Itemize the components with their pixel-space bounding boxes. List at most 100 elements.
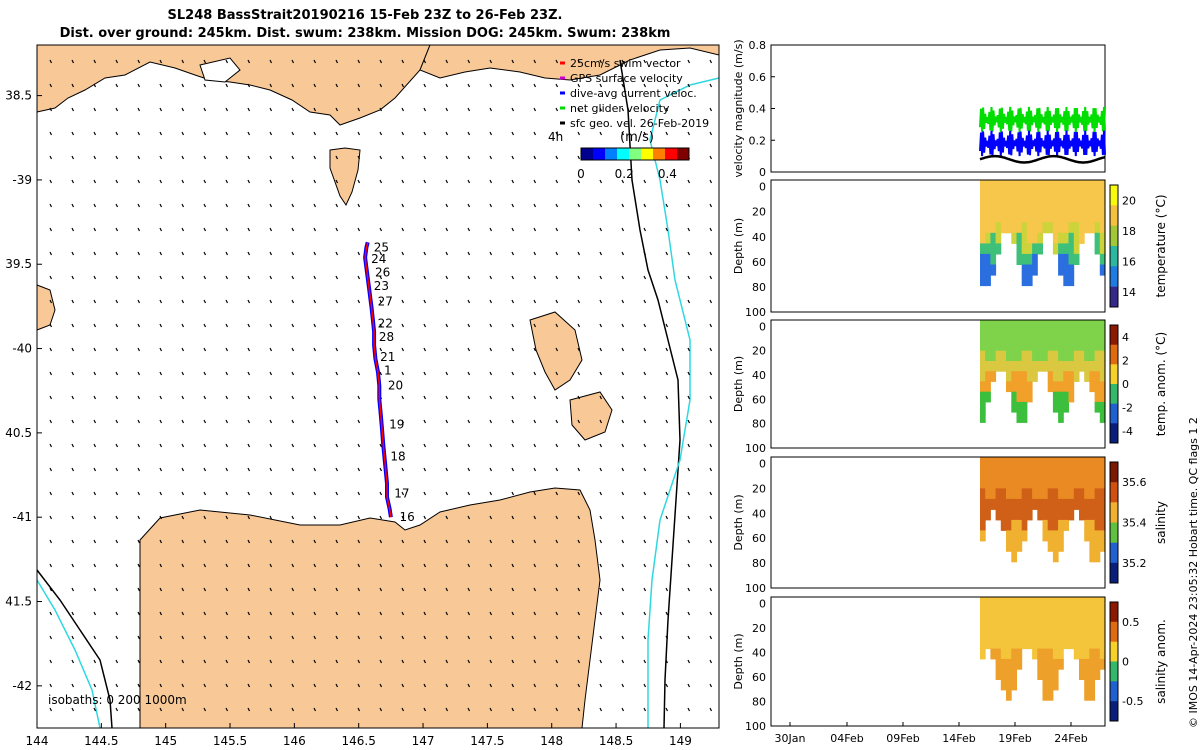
heatmap-cell	[1073, 648, 1080, 660]
imos-copyright-note: © IMOS 14-Apr-2024 23:05:32 Hobart time.…	[1187, 417, 1200, 728]
velocity-vector	[599, 587, 603, 592]
velocity-vector	[555, 59, 559, 64]
colorbar-cell	[629, 148, 642, 160]
velocity-y-tick-label: 0.4	[749, 103, 767, 116]
heatmap-cell	[1084, 638, 1090, 650]
heatmap-cell	[1021, 180, 1028, 192]
velocity-vector	[291, 491, 295, 496]
velocity-vector	[313, 107, 317, 112]
heatmap-cell	[1089, 361, 1096, 372]
velocity-vector	[555, 443, 559, 448]
velocity-vector	[533, 323, 537, 328]
heatmap-cell	[1094, 320, 1101, 331]
heatmap-cell	[1047, 628, 1054, 639]
track-day-label: 23	[374, 279, 389, 293]
velocity-vector	[137, 251, 141, 256]
western-port-bay	[199, 57, 241, 83]
velocity-vector	[269, 59, 273, 64]
velocity-vector	[159, 59, 163, 64]
colorbar-tick-label: 35.6	[1122, 476, 1147, 489]
heatmap-cell	[1037, 180, 1043, 192]
velocity-vector	[533, 275, 537, 280]
heatmap-cell	[1011, 530, 1017, 542]
velocity-vector	[621, 371, 625, 376]
heatmap-cell	[1099, 391, 1106, 403]
heatmap-cell	[1006, 607, 1012, 619]
velocity-vector	[643, 251, 647, 256]
velocity-vector	[709, 371, 713, 376]
heatmap-cell	[1000, 679, 1007, 691]
heatmap-cell	[1021, 340, 1028, 352]
velocity-vector	[533, 659, 537, 664]
heatmap-cell	[1016, 540, 1023, 552]
velocity-vector	[401, 299, 405, 304]
velocity-vector	[555, 155, 559, 160]
map-y-tick-label: 39.5	[5, 257, 32, 271]
velocity-vector	[49, 299, 53, 304]
heatmap-cell	[1052, 180, 1059, 192]
velocity-vector	[379, 155, 383, 160]
velocity-vector	[709, 107, 713, 112]
heatmap-cell	[1026, 509, 1033, 521]
velocity-vector	[621, 611, 625, 616]
velocity-vector	[93, 347, 97, 352]
heatmap-cell	[1006, 371, 1012, 382]
isobaths-label: isobaths: 0 200 1000m	[48, 693, 187, 707]
heatmap-cell	[1042, 669, 1049, 680]
heatmap-cell	[1006, 540, 1012, 552]
velocity-vector	[599, 539, 603, 544]
velocity-vector	[467, 491, 471, 496]
velocity-vector	[643, 659, 647, 664]
velocity-vector	[709, 587, 713, 592]
velocity-vector	[181, 683, 185, 688]
velocity-vector	[159, 611, 163, 616]
heatmap-cell	[1089, 628, 1096, 639]
velocity-vector	[313, 131, 317, 136]
heatmap-cell	[1073, 201, 1080, 213]
velocity-vector	[225, 611, 229, 616]
velocity-vector	[313, 179, 317, 184]
heatmap-cell	[1021, 412, 1028, 423]
velocity-vector	[599, 251, 603, 256]
velocity-vector	[379, 491, 383, 496]
velocity-vector	[709, 635, 713, 640]
heatmap-cell	[1000, 190, 1007, 202]
heatmap-cell	[990, 340, 997, 352]
isobath-west-200	[36, 569, 113, 729]
heatmap-cell	[985, 211, 991, 223]
velocity-vector	[687, 227, 691, 232]
heatmap-cell	[1016, 658, 1023, 670]
velocity-vector	[423, 275, 427, 280]
track-day-label: 27	[378, 294, 393, 308]
velocity-vector	[269, 395, 273, 400]
heatmap-cell	[1089, 648, 1096, 660]
velocity-vector	[335, 107, 339, 112]
heatmap-cell	[1037, 607, 1043, 619]
velocity-vector	[115, 395, 119, 400]
velocity-vector	[489, 227, 493, 232]
velocity-vector	[291, 155, 295, 160]
velocity-vector	[599, 227, 603, 232]
velocity-vector	[687, 539, 691, 544]
velocity-vector	[225, 635, 229, 640]
velocity-vector	[709, 275, 713, 280]
heatmap-cell	[1021, 211, 1028, 223]
velocity-vector	[423, 251, 427, 256]
depth-y-tick-label: 0	[759, 598, 766, 611]
heatmap-cell	[1099, 519, 1106, 531]
velocity-vector	[203, 179, 207, 184]
velocity-vector	[511, 59, 515, 64]
heatmap-cell	[1073, 371, 1080, 382]
time-x-tick-label: 09Feb	[886, 732, 919, 745]
velocity-vector	[181, 155, 185, 160]
heatmap-cell	[1058, 628, 1064, 639]
heatmap-cell	[1094, 509, 1101, 521]
heatmap-cell	[1052, 540, 1059, 552]
velocity-vector	[599, 107, 603, 112]
heatmap-cell	[1016, 607, 1023, 619]
velocity-vector	[467, 83, 471, 88]
map-x-tick-label: 148	[540, 734, 563, 748]
velocity-vector	[577, 587, 581, 592]
velocity-vector	[467, 539, 471, 544]
heatmap-cell	[1058, 617, 1064, 629]
